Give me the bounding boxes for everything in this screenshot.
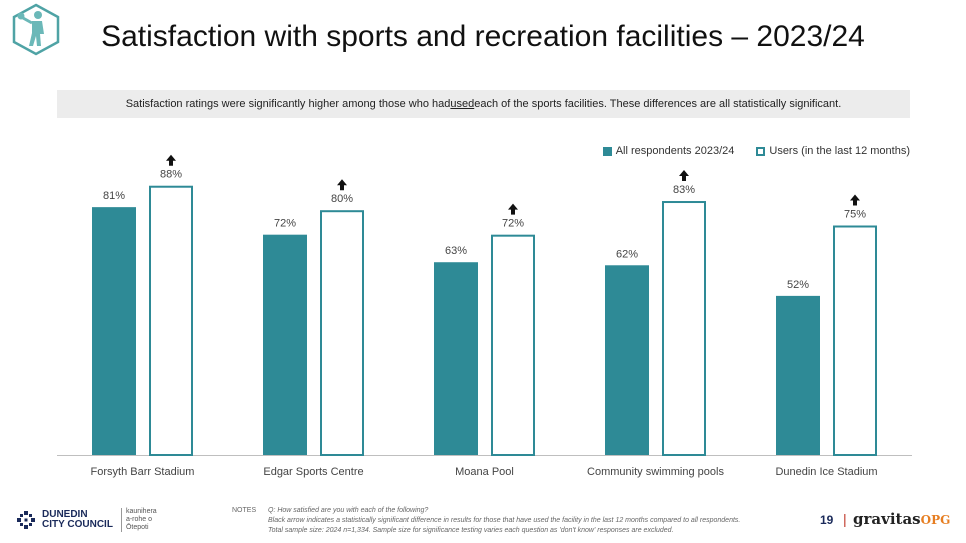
category-label: Dunedin Ice Stadium xyxy=(775,466,877,478)
bar-users xyxy=(662,201,706,456)
bar-users xyxy=(833,225,877,456)
council-maori-2: a-rohe o xyxy=(125,516,153,523)
bar-users xyxy=(320,210,364,456)
bar-all-respondents xyxy=(434,262,478,455)
brand-suffix: OPG xyxy=(920,513,951,527)
council-maori-1: kaunihera xyxy=(125,508,157,515)
data-label-all: 81% xyxy=(103,190,125,202)
data-label-all: 72% xyxy=(274,218,296,230)
notes-label: NOTES xyxy=(232,507,257,514)
data-label-users: 83% xyxy=(673,184,695,196)
data-label-all: 63% xyxy=(445,245,467,257)
brand-name: gravitas xyxy=(853,510,921,528)
notes-line-2: Black arrow indicates a statistically si… xyxy=(268,517,741,524)
legend-item-users: Users (in the last 12 months) xyxy=(756,145,910,157)
significance-up-arrow-icon xyxy=(166,154,176,166)
notes-line-1: Q: How satisfied are you with each of th… xyxy=(268,507,429,514)
category-label: Forsyth Barr Stadium xyxy=(91,466,195,478)
bar-all-respondents xyxy=(605,265,649,455)
callout-text-underlined: used xyxy=(450,98,475,110)
category-label: Moana Pool xyxy=(455,466,514,478)
callout-box: Satisfaction ratings were significantly … xyxy=(57,90,910,118)
chart-legend: All respondents 2023/24 Users (in the la… xyxy=(602,145,910,157)
council-name-1: DUNEDIN xyxy=(42,509,88,520)
council-maori-3: Ōtepoti xyxy=(125,524,149,531)
page-number: 19 xyxy=(820,513,834,527)
significance-up-arrow-icon xyxy=(337,179,347,191)
legend-label-users: Users (in the last 12 months) xyxy=(769,145,910,157)
bar-all-respondents xyxy=(92,207,136,455)
bar-all-respondents xyxy=(263,234,307,455)
gravitas-brand-logo: gravitasOPG xyxy=(853,510,950,528)
council-emblem-icon xyxy=(17,511,35,529)
data-label-users: 75% xyxy=(844,209,866,221)
council-name-2: CITY COUNCIL xyxy=(42,519,113,530)
legend-swatch-all xyxy=(602,146,612,156)
data-label-users: 80% xyxy=(331,193,353,205)
significance-up-arrow-icon xyxy=(850,194,860,206)
callout-text-pre: Satisfaction ratings were significantly … xyxy=(125,98,451,110)
bar-users xyxy=(491,234,535,456)
bar-all-respondents xyxy=(776,295,820,455)
footer-separator: | xyxy=(843,511,847,527)
data-label-all: 62% xyxy=(616,248,638,260)
dunedin-council-logo: DUNEDIN CITY COUNCIL kaunihera a-rohe o … xyxy=(16,508,157,532)
basketball-player-hexagon-icon xyxy=(12,3,60,56)
category-label: Edgar Sports Centre xyxy=(263,466,363,478)
notes: NOTES Q: How satisfied are you with each… xyxy=(232,506,740,536)
category-label: Community swimming pools xyxy=(587,466,724,478)
significance-up-arrow-icon xyxy=(508,203,518,215)
page-title: Satisfaction with sports and recreation … xyxy=(101,20,865,53)
data-label-users: 88% xyxy=(160,169,182,181)
data-label-users: 72% xyxy=(502,218,524,230)
legend-item-all: All respondents 2023/24 xyxy=(602,145,735,157)
callout-text-post: each of the sports facilities. These dif… xyxy=(474,98,842,110)
legend-swatch-users xyxy=(756,146,766,156)
legend-label-all: All respondents 2023/24 xyxy=(615,145,735,157)
significance-up-arrow-icon xyxy=(679,170,689,182)
data-label-all: 52% xyxy=(787,279,809,291)
notes-line-3: Total sample size: 2024 n=1,334. Sample … xyxy=(268,527,674,534)
bar-users xyxy=(149,185,193,456)
